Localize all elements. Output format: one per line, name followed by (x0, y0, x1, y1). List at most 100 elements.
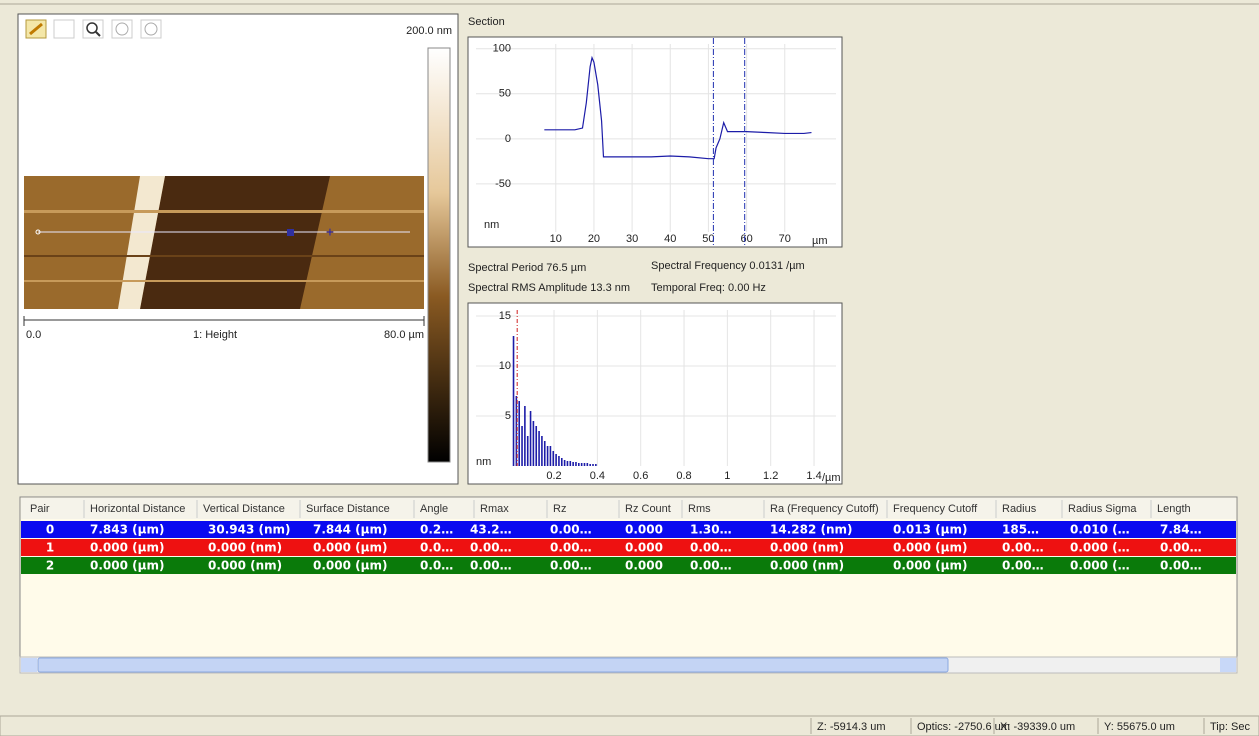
table-cell: 0.000 (… (1070, 541, 1130, 555)
column-header[interactable]: Radius (1002, 503, 1037, 515)
table-cell: 14.282 (nm) (770, 523, 853, 537)
column-header[interactable]: Surface Distance (306, 503, 390, 515)
y-tick-label: 0 (505, 133, 511, 145)
scale-start: 0.0 (26, 329, 41, 341)
table-cell: 0.000 (µm) (90, 559, 164, 573)
spectrum-bar (569, 461, 571, 466)
afm-stripe (24, 280, 424, 282)
table-cell: 0.00… (550, 541, 592, 555)
table-cell: 0.000 (nm) (770, 541, 844, 555)
screen: 200.0 nm + 0.0 1: Height 80.0 µm Section… (0, 0, 1259, 736)
table-cell: 1 (46, 541, 54, 555)
column-header[interactable]: Ra (Frequency Cutoff) (770, 503, 879, 515)
table-cell: 1.30… (690, 523, 732, 537)
status-text: X: -39339.0 um (1000, 721, 1075, 733)
table-cell: 0.00… (1002, 541, 1044, 555)
spectral-rms: Spectral RMS Amplitude 13.3 nm (468, 282, 630, 294)
column-header[interactable]: Rz Count (625, 503, 671, 515)
table-cell: 0.0… (420, 541, 453, 555)
section-frame (468, 37, 842, 247)
x-tick-label: 40 (664, 233, 676, 245)
afm-trench (140, 176, 330, 309)
toolbar (26, 20, 161, 38)
scroll-thumb[interactable] (38, 658, 948, 672)
x-unit: /µm (822, 472, 841, 484)
table-cell: 0.000 (nm) (208, 559, 282, 573)
spectrum-bar (572, 462, 574, 466)
spectrum-bar (567, 461, 569, 466)
spectrum-bar (550, 446, 552, 466)
colorbar (428, 48, 450, 462)
x-tick-label: 20 (588, 233, 600, 245)
table-cell: 0.000 (625, 523, 663, 537)
scroll-right[interactable] (1220, 658, 1236, 672)
spectrum-bar (513, 336, 515, 466)
column-header[interactable]: Radius Sigma (1068, 503, 1137, 515)
x-tick-label: 70 (779, 233, 791, 245)
table-cell: 0.000 (µm) (313, 541, 387, 555)
channel-label: 1: Height (193, 329, 237, 341)
spectrum-bar (589, 464, 591, 466)
column-header[interactable]: Angle (420, 503, 448, 515)
x-unit: µm (812, 235, 828, 247)
x-tick-label: 1.2 (763, 470, 778, 482)
cursor-marker[interactable] (287, 229, 294, 236)
spectrum-bar (581, 463, 583, 466)
column-header[interactable]: Horizontal Distance (90, 503, 185, 515)
spectrum-bar (584, 463, 586, 466)
table-cell: 0.000 (µm) (893, 541, 967, 555)
y-tick-label: 5 (505, 410, 511, 422)
temporal-freq: Temporal Freq: 0.00 Hz (651, 282, 766, 294)
table-cell: 185… (1002, 523, 1039, 537)
afm-stripe (24, 255, 424, 257)
spectrum-bar (518, 401, 520, 466)
table-cell: 7.843 (µm) (90, 523, 164, 537)
y-tick-label: 10 (499, 360, 511, 372)
y-unit: nm (484, 219, 499, 231)
x-tick-label: 30 (626, 233, 638, 245)
spectrum-bar (524, 406, 526, 466)
table-cell: 0.013 (µm) (893, 523, 967, 537)
x-tick-label: 0.8 (676, 470, 691, 482)
table-cell: 0.000 (µm) (313, 559, 387, 573)
table-cell: 0.0… (420, 559, 453, 573)
table-cell: 0.00… (1002, 559, 1044, 573)
x-tick-label: 60 (740, 233, 752, 245)
table-cell: 0.00… (1160, 541, 1202, 555)
hand-tool[interactable] (54, 20, 74, 38)
table-cell: 30.943 (nm) (208, 523, 291, 537)
table-cell: 0.000 (625, 541, 663, 555)
spectral-frequency: Spectral Frequency 0.0131 /µm (651, 260, 805, 272)
spectrum-bar (595, 464, 597, 466)
table-cell: 0.000 (µm) (90, 541, 164, 555)
spectrum-bar (552, 451, 554, 466)
x-tick-label: 0.2 (546, 470, 561, 482)
table-cell: 0.00… (1160, 559, 1202, 573)
spectrum-bar (592, 464, 594, 466)
spectrum-bar (578, 463, 580, 466)
colorbar-max: 200.0 nm (406, 25, 452, 37)
column-header[interactable]: Length (1157, 503, 1191, 515)
cursor-cross[interactable]: + (326, 224, 334, 240)
table-cell: 0.000 (nm) (208, 541, 282, 555)
column-header[interactable]: Vertical Distance (203, 503, 285, 515)
spectrum-bar (538, 431, 540, 466)
x-tick-label: 0.4 (590, 470, 605, 482)
table-cell: 0.00… (690, 559, 732, 573)
y-tick-label: 15 (499, 310, 511, 322)
column-header[interactable]: Rms (688, 503, 711, 515)
status-text: Optics: -2750.6 um (917, 721, 1010, 733)
table-cell: 0.00… (550, 523, 592, 537)
column-header[interactable]: Pair (30, 503, 50, 515)
table-cell: 0.00… (690, 541, 732, 555)
spectrum-bar (544, 441, 546, 466)
column-header[interactable]: Rz (553, 503, 566, 515)
column-header[interactable]: Rmax (480, 503, 509, 515)
x-tick-label: 0.6 (633, 470, 648, 482)
table-cell: 0.010 (… (1070, 523, 1130, 537)
status-text: Z: -5914.3 um (817, 721, 885, 733)
afm-image: + (24, 176, 424, 309)
y-unit: nm (476, 456, 491, 468)
column-header[interactable]: Frequency Cutoff (893, 503, 978, 515)
scroll-left[interactable] (21, 658, 37, 672)
